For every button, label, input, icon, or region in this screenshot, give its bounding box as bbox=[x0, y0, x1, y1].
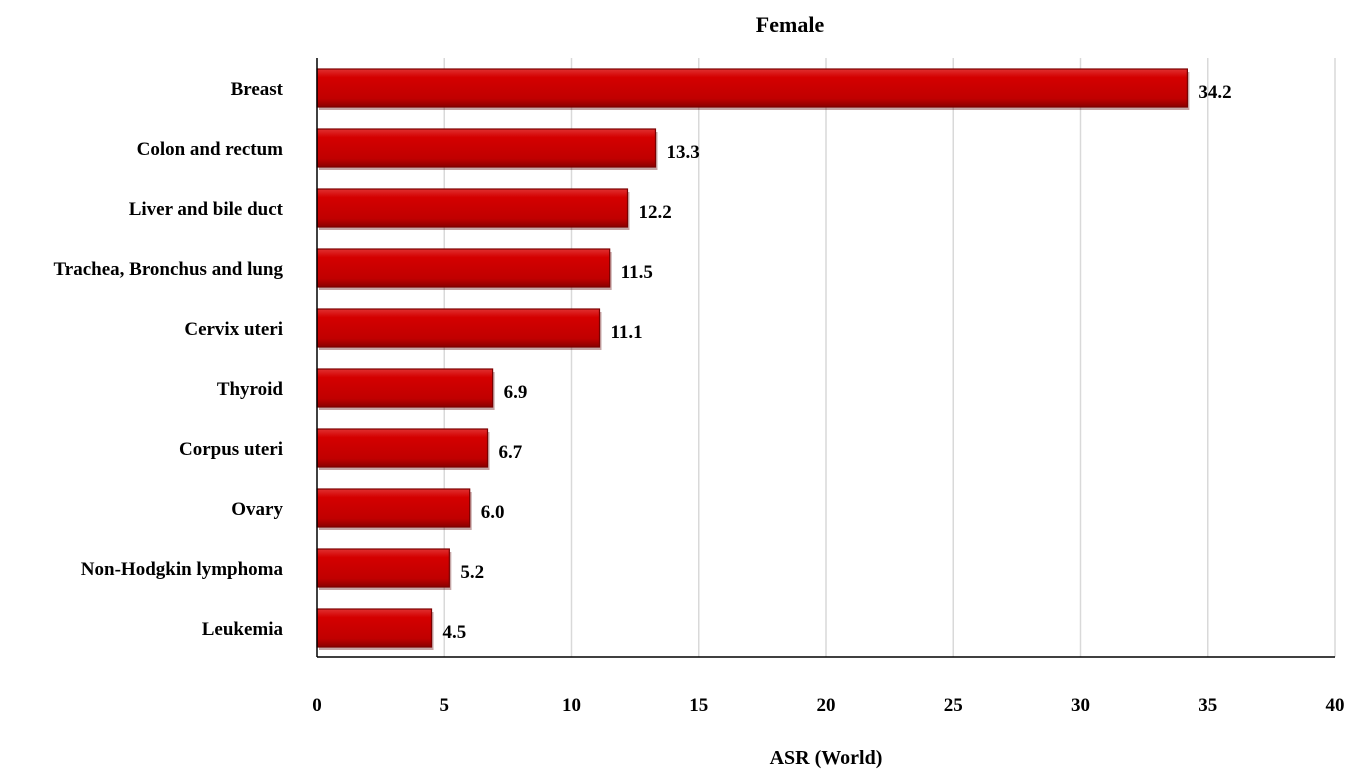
category-label: Cervix uteri bbox=[184, 319, 283, 340]
bar bbox=[316, 548, 450, 588]
data-label: 6.9 bbox=[504, 382, 528, 403]
bar bbox=[316, 308, 601, 348]
bar bbox=[316, 68, 1188, 108]
bar bbox=[316, 188, 629, 228]
bar bbox=[316, 368, 494, 408]
x-tick-label: 15 bbox=[689, 695, 708, 716]
x-tick-label: 10 bbox=[562, 695, 581, 716]
data-label: 5.2 bbox=[460, 562, 484, 583]
category-label: Ovary bbox=[231, 499, 283, 520]
category-label: Colon and rectum bbox=[137, 139, 284, 160]
x-tick-label: 20 bbox=[817, 695, 836, 716]
data-label: 12.2 bbox=[638, 202, 671, 223]
x-tick-label: 0 bbox=[312, 695, 322, 716]
chart-title: Female bbox=[756, 12, 825, 37]
x-tick-label: 5 bbox=[440, 695, 450, 716]
data-label: 34.2 bbox=[1198, 82, 1231, 103]
category-label: Breast bbox=[231, 79, 284, 100]
data-label: 13.3 bbox=[666, 142, 699, 163]
category-label: Thyroid bbox=[217, 379, 284, 400]
bar bbox=[316, 128, 657, 168]
x-tick-label: 30 bbox=[1071, 695, 1090, 716]
x-tick-label: 35 bbox=[1198, 695, 1217, 716]
category-label: Trachea, Bronchus and lung bbox=[54, 259, 284, 280]
data-label: 6.0 bbox=[481, 502, 505, 523]
category-label: Leukemia bbox=[202, 619, 284, 640]
x-tick-label: 40 bbox=[1326, 695, 1345, 716]
x-axis-title: ASR (World) bbox=[770, 747, 883, 769]
data-label: 11.5 bbox=[621, 262, 653, 283]
bar bbox=[316, 428, 489, 468]
data-label: 6.7 bbox=[499, 442, 523, 463]
bar bbox=[316, 608, 433, 648]
bars-layer: 34.2 13.3 12.2 11.5 11.1 6.9 6.7 6.0 5.2 4.5 bbox=[316, 68, 1232, 650]
data-label: 4.5 bbox=[443, 622, 467, 643]
category-label: Corpus uteri bbox=[179, 439, 283, 460]
x-tick-label: 25 bbox=[944, 695, 963, 716]
category-label: Liver and bile duct bbox=[129, 199, 284, 220]
axis-layer: 0 5 10 15 20 25 30 35 40 Breast Colon and rectum Li… bbox=[54, 58, 1345, 716]
bar bbox=[316, 248, 611, 288]
category-label: Non-Hodgkin lymphoma bbox=[81, 559, 284, 580]
data-label: 11.1 bbox=[610, 322, 642, 343]
bar bbox=[316, 488, 471, 528]
